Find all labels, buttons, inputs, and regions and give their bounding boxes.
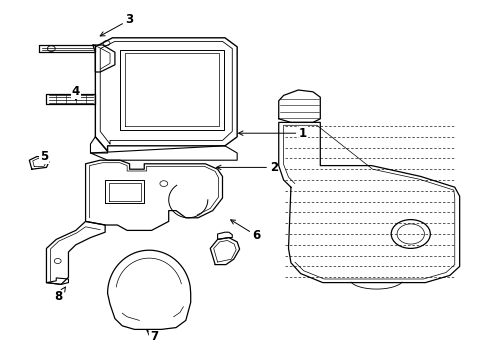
Text: 8: 8 [55, 287, 65, 303]
Text: 6: 6 [230, 220, 260, 242]
Text: 3: 3 [100, 13, 133, 36]
Text: 5: 5 [40, 150, 48, 164]
Text: 2: 2 [216, 161, 277, 174]
Text: 4: 4 [72, 85, 80, 100]
Text: 1: 1 [238, 127, 306, 140]
Text: 7: 7 [147, 330, 158, 343]
